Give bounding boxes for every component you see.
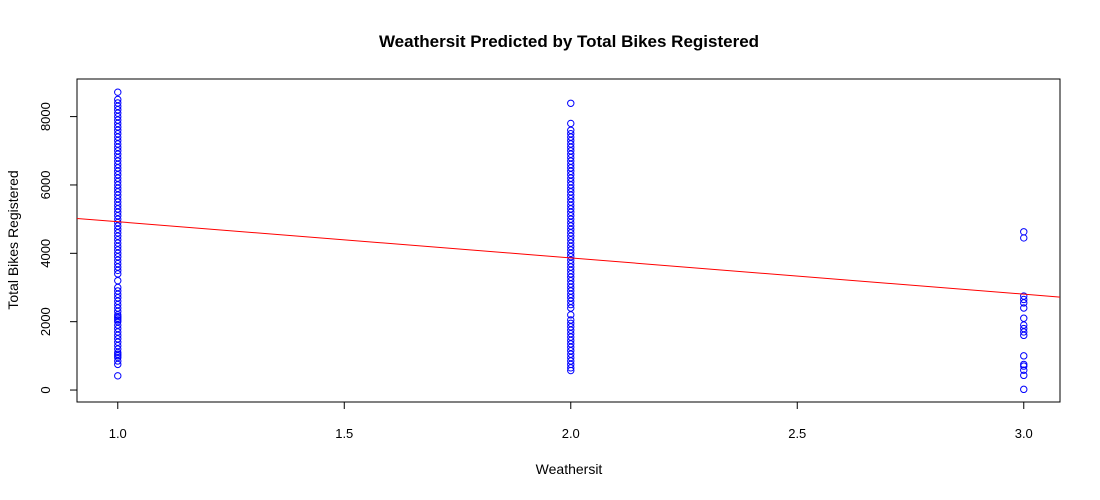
data-point (1020, 360, 1028, 369)
data-point (1020, 295, 1028, 304)
data-point (1020, 352, 1028, 360)
data-point (1020, 292, 1028, 300)
data-point (1020, 366, 1028, 374)
data-point (114, 287, 122, 295)
data-point (1020, 234, 1028, 242)
data-point (567, 319, 575, 328)
chart-title: Weathersit Predicted by Total Bikes Regi… (379, 32, 759, 51)
y-axis: 0 2000 4000 6000 8000 (38, 102, 78, 394)
y-axis-label: Total Bikes Registered (5, 170, 21, 309)
y-tick-label: 0 (38, 386, 53, 393)
data-point (114, 88, 122, 96)
data-point (1020, 228, 1028, 236)
y-tick-label: 2000 (38, 307, 53, 336)
data-point (567, 99, 575, 107)
data-points (114, 88, 1028, 394)
y-tick-label: 4000 (38, 239, 53, 268)
data-point (114, 276, 122, 285)
x-tick-label: 2.0 (562, 426, 580, 441)
data-point (1020, 304, 1028, 312)
x-axis-label: Weathersit (536, 461, 603, 477)
data-point (114, 99, 122, 107)
regression-line-group (76, 217, 1061, 298)
data-point (1020, 314, 1028, 322)
x-tick-label: 3.0 (1015, 426, 1033, 441)
y-tick-label: 6000 (38, 170, 53, 199)
y-tick-label: 8000 (38, 102, 53, 131)
data-point (567, 316, 575, 324)
x-tick-label: 2.5 (788, 426, 806, 441)
data-point (114, 372, 122, 380)
x-tick-label: 1.0 (109, 426, 127, 441)
data-point (567, 119, 575, 128)
regression-line (76, 217, 1061, 298)
data-point (114, 95, 122, 104)
data-point (1020, 371, 1028, 380)
x-axis: 1.0 1.5 2.0 2.5 3.0 (109, 401, 1033, 441)
x-tick-label: 1.5 (335, 426, 353, 441)
data-point (567, 129, 575, 138)
data-point (1020, 385, 1028, 394)
data-point (1020, 324, 1028, 333)
